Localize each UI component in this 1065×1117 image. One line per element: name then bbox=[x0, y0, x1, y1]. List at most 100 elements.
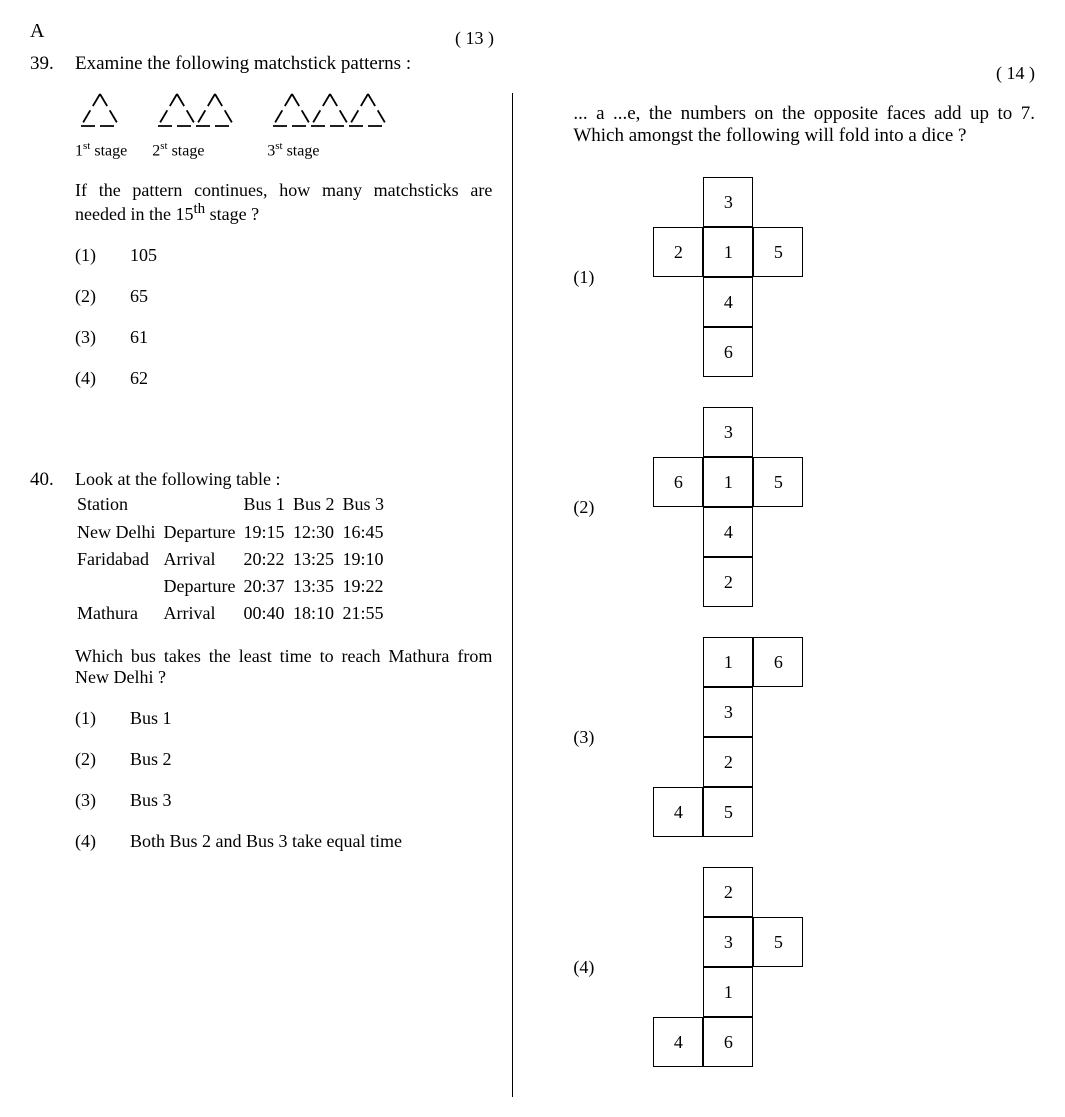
table-header-cell: Bus 1 bbox=[243, 492, 291, 517]
page-number-left: ( 13 ) bbox=[455, 28, 494, 49]
table-cell: 13:35 bbox=[293, 574, 341, 599]
dice-net: 235146 bbox=[653, 867, 803, 1067]
dice-net: 321546 bbox=[653, 177, 803, 377]
question-40: 40. Look at the following table : Statio… bbox=[30, 469, 492, 872]
table-header-cell: Station bbox=[77, 492, 161, 517]
dice-option[interactable]: (2)361542 bbox=[573, 407, 1035, 607]
table-cell: 20:37 bbox=[243, 574, 291, 599]
dice-face: 2 bbox=[703, 737, 753, 787]
table-cell: 19:10 bbox=[342, 547, 390, 572]
table-header-cell: Bus 2 bbox=[293, 492, 341, 517]
dice-option[interactable]: (1)321546 bbox=[573, 177, 1035, 377]
table-cell: 16:45 bbox=[342, 520, 390, 545]
dice-nets: (1)321546(2)361542(3)163245(4)235146 bbox=[573, 177, 1035, 1067]
page-number-right: ( 14 ) bbox=[996, 63, 1035, 84]
option-number: (4) bbox=[75, 831, 130, 852]
table-header-cell bbox=[163, 492, 241, 517]
dice-face: 1 bbox=[703, 637, 753, 687]
table-cell bbox=[77, 574, 161, 599]
table-cell: 18:10 bbox=[293, 601, 341, 626]
q39-options: (1)105(2)65(3)61(4)62 bbox=[75, 245, 492, 389]
table-cell: Departure bbox=[163, 574, 241, 599]
option-number: (1) bbox=[75, 245, 130, 266]
table-cell: Arrival bbox=[163, 601, 241, 626]
dice-face: 3 bbox=[703, 917, 753, 967]
option-number: (3) bbox=[75, 327, 130, 348]
table-cell: 21:55 bbox=[342, 601, 390, 626]
dice-face: 2 bbox=[703, 557, 753, 607]
stage-3: 3st stage bbox=[267, 90, 395, 160]
two-column-layout: 39. Examine the following matchstick pat… bbox=[30, 53, 1035, 1097]
dice-face: 5 bbox=[753, 917, 803, 967]
option[interactable]: (2)Bus 2 bbox=[75, 749, 492, 770]
option[interactable]: (3)Bus 3 bbox=[75, 790, 492, 811]
dice-face: 6 bbox=[703, 1017, 753, 1067]
table-cell: Mathura bbox=[77, 601, 161, 626]
stage-label: 1st stage bbox=[75, 140, 127, 160]
dice-face: 6 bbox=[753, 637, 803, 687]
dice-option[interactable]: (3)163245 bbox=[573, 637, 1035, 837]
option[interactable]: (4)62 bbox=[75, 368, 492, 389]
table-row: Departure20:3713:3519:22 bbox=[77, 574, 390, 599]
table-cell: 20:22 bbox=[243, 547, 291, 572]
q40-question-text: Which bus takes the least time to reach … bbox=[75, 646, 492, 688]
table-cell: Arrival bbox=[163, 547, 241, 572]
option-text: 61 bbox=[130, 327, 148, 348]
table-row: MathuraArrival00:4018:1021:55 bbox=[77, 601, 390, 626]
stage-label: 3st stage bbox=[267, 140, 395, 160]
q41-intro: ... a ...e, the numbers on the opposite … bbox=[573, 103, 1035, 147]
option-text: Bus 1 bbox=[130, 708, 172, 729]
dice-net: 361542 bbox=[653, 407, 803, 607]
option-number: (2) bbox=[573, 497, 653, 518]
table-header-cell: Bus 3 bbox=[342, 492, 390, 517]
q39-intro: Examine the following matchstick pattern… bbox=[75, 53, 492, 75]
dice-net: 163245 bbox=[653, 637, 803, 837]
option-text: Bus 3 bbox=[130, 790, 172, 811]
dice-face: 2 bbox=[653, 227, 703, 277]
question-body: Look at the following table : Station Bus… bbox=[75, 469, 492, 872]
question-body: Examine the following matchstick pattern… bbox=[75, 53, 492, 409]
triangle-icon bbox=[75, 90, 125, 130]
option-number: (4) bbox=[75, 368, 130, 389]
table-cell: Faridabad bbox=[77, 547, 161, 572]
dice-face: 4 bbox=[653, 1017, 703, 1067]
dice-face: 3 bbox=[703, 407, 753, 457]
option-number: (3) bbox=[573, 727, 653, 748]
stage-1: 1st stage bbox=[75, 90, 127, 160]
triangle-icon bbox=[267, 90, 395, 130]
option[interactable]: (4)Both Bus 2 and Bus 3 take equal time bbox=[75, 831, 492, 852]
question-39: 39. Examine the following matchstick pat… bbox=[30, 53, 492, 409]
option[interactable]: (1)Bus 1 bbox=[75, 708, 492, 729]
option[interactable]: (1)105 bbox=[75, 245, 492, 266]
q40-options: (1)Bus 1 (2)Bus 2 (3)Bus 3 (4)Both Bus 2 an… bbox=[75, 708, 492, 852]
dice-face: 2 bbox=[703, 867, 753, 917]
option-text: 65 bbox=[130, 286, 148, 307]
table-cell: New Delhi bbox=[77, 520, 161, 545]
dice-face: 6 bbox=[703, 327, 753, 377]
option-text: 62 bbox=[130, 368, 148, 389]
matchstick-stages: 1st stage 2st stage bbox=[75, 90, 492, 160]
table-row: FaridabadArrival20:2213:2519:10 bbox=[77, 547, 390, 572]
q39-question-text: If the pattern continues, how many match… bbox=[75, 180, 492, 225]
dice-face: 3 bbox=[703, 687, 753, 737]
dice-option[interactable]: (4)235146 bbox=[573, 867, 1035, 1067]
dice-face: 6 bbox=[653, 457, 703, 507]
table-cell: 19:22 bbox=[342, 574, 390, 599]
table-cell: Departure bbox=[163, 520, 241, 545]
table-cell: 19:15 bbox=[243, 520, 291, 545]
option-text: 105 bbox=[130, 245, 157, 266]
dice-face: 5 bbox=[753, 227, 803, 277]
dice-face: 3 bbox=[703, 177, 753, 227]
triangle-icon bbox=[152, 90, 242, 130]
table-row: New DelhiDeparture19:1512:3016:45 bbox=[77, 520, 390, 545]
column-divider bbox=[512, 93, 513, 1097]
dice-face: 4 bbox=[653, 787, 703, 837]
option[interactable]: (2)65 bbox=[75, 286, 492, 307]
option-number: (1) bbox=[573, 267, 653, 288]
option-number: (2) bbox=[75, 749, 130, 770]
option-number: (1) bbox=[75, 708, 130, 729]
option-number: (2) bbox=[75, 286, 130, 307]
option[interactable]: (3)61 bbox=[75, 327, 492, 348]
dice-face: 1 bbox=[703, 457, 753, 507]
q40-intro: Look at the following table : bbox=[75, 469, 492, 490]
